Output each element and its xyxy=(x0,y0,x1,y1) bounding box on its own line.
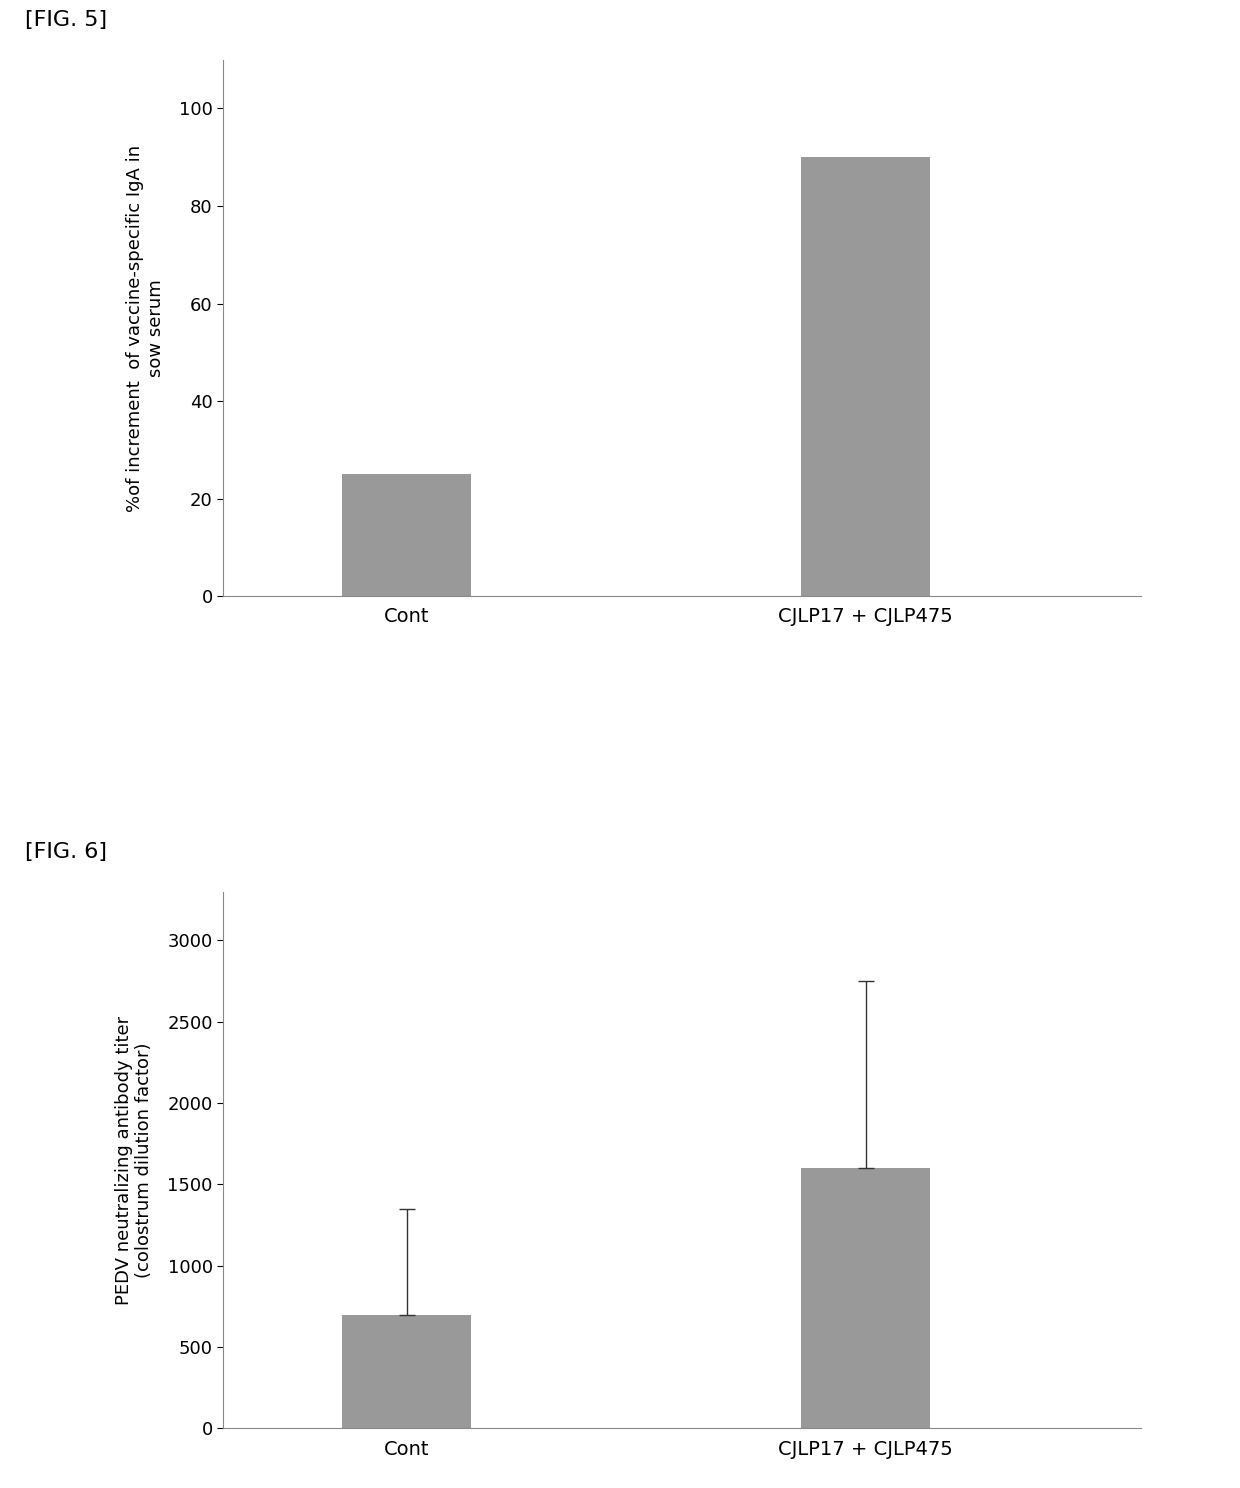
Bar xyxy=(801,158,930,597)
Text: [FIG. 6]: [FIG. 6] xyxy=(25,842,107,862)
Bar xyxy=(342,1314,471,1428)
Bar xyxy=(801,1168,930,1428)
Y-axis label: PEDV neutralizing antibody titer
(colostrum dilution factor): PEDV neutralizing antibody titer (colost… xyxy=(114,1015,154,1305)
Y-axis label: %of increment  of vaccine-specific IgA in
sow serum: %of increment of vaccine-specific IgA in… xyxy=(126,144,165,512)
Text: [FIG. 5]: [FIG. 5] xyxy=(25,10,107,30)
Bar xyxy=(342,475,471,597)
